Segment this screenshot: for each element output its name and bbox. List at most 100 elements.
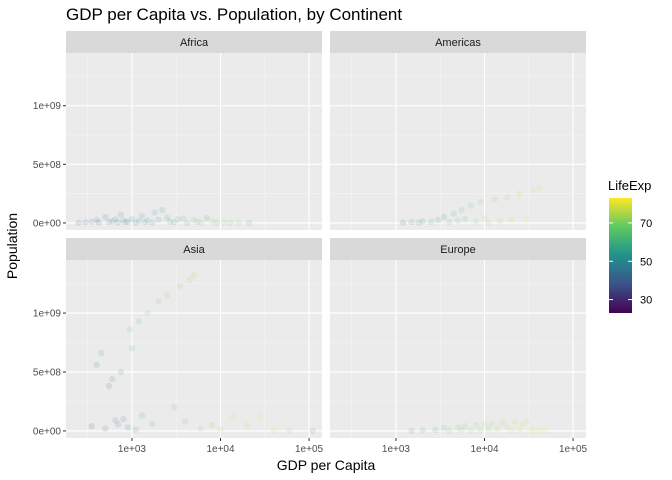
y-tick-label: 5e+08: [33, 367, 62, 378]
x-tick-label: 1e+04: [206, 444, 235, 455]
data-point: [117, 368, 125, 376]
data-point: [503, 423, 511, 430]
data-point: [213, 219, 220, 226]
data-point: [419, 427, 426, 434]
data-point: [115, 219, 122, 226]
data-point: [485, 426, 492, 433]
data-point: [217, 426, 224, 433]
data-point: [244, 422, 251, 429]
facet-strip: [330, 238, 586, 260]
y-axis-bottom-row: 0e+00 5e+08 1e+09: [33, 309, 66, 437]
data-point: [138, 212, 146, 220]
data-point: [144, 217, 151, 224]
data-point: [132, 219, 139, 226]
data-point: [458, 206, 465, 214]
data-point: [109, 218, 116, 225]
data-point: [481, 421, 488, 428]
data-point: [164, 292, 171, 299]
data-point: [536, 427, 543, 435]
data-point: [491, 196, 498, 203]
data-point: [174, 216, 182, 223]
data-point: [128, 215, 136, 223]
data-point: [171, 404, 178, 411]
facet-strip-label: Europe: [440, 244, 475, 256]
data-point: [408, 218, 415, 226]
data-point: [419, 218, 426, 225]
data-point: [256, 413, 264, 420]
data-point: [183, 219, 191, 226]
facet-panels: Africa Americas Asia Europe: [66, 31, 586, 438]
data-point: [88, 423, 95, 430]
data-point: [176, 282, 184, 290]
y-axis-title: Population: [4, 213, 20, 279]
data-point: [109, 375, 116, 383]
data-point: [98, 349, 105, 357]
data-point: [446, 218, 453, 226]
data-point: [503, 194, 511, 201]
data-point: [115, 421, 122, 428]
data-point: [467, 427, 474, 434]
data-point: [519, 420, 526, 428]
data-point: [541, 427, 548, 434]
data-point: [230, 413, 237, 420]
data-point: [164, 214, 171, 221]
data-point: [151, 209, 158, 216]
panel-europe: Europe: [330, 238, 586, 438]
data-point: [461, 215, 469, 223]
data-point: [472, 218, 480, 225]
data-point: [190, 216, 197, 224]
facet-strip-label: Africa: [180, 37, 209, 49]
data-point: [124, 218, 132, 225]
y-tick-label: 1e+09: [33, 101, 62, 112]
data-point: [227, 219, 234, 226]
panel-asia: Asia: [66, 238, 322, 438]
data-point: [516, 426, 523, 433]
data-point: [124, 424, 132, 431]
data-point: [105, 218, 113, 226]
data-point: [132, 426, 139, 433]
data-point: [530, 427, 537, 434]
x-axis-title: GDP per Capita: [277, 457, 376, 473]
y-tick-label: 0e+00: [33, 426, 62, 437]
data-point: [450, 210, 457, 217]
data-point: [245, 219, 253, 227]
data-point: [93, 361, 100, 369]
data-point: [149, 420, 156, 428]
x-tick-label: 1e+03: [118, 444, 147, 455]
data-point: [508, 427, 515, 434]
data-point: [428, 218, 435, 225]
facet-strip-label: Americas: [435, 37, 481, 49]
x-axis-right-column: 1e+03 1e+04 1e+05: [382, 438, 588, 455]
data-point: [536, 184, 543, 191]
data-point: [186, 276, 193, 284]
data-point: [112, 417, 119, 424]
legend-tick-label: 30: [640, 295, 652, 307]
data-point: [477, 198, 484, 206]
data-point: [440, 213, 448, 220]
panel-background: [66, 260, 322, 438]
data-point: [467, 202, 474, 209]
data-point: [485, 219, 492, 226]
facet-strip: [66, 238, 322, 260]
data-point: [477, 426, 484, 434]
data-point: [138, 412, 146, 419]
data-point: [102, 425, 109, 432]
x-axis-left-column: 1e+03 1e+04 1e+05: [118, 438, 324, 455]
data-point: [128, 345, 136, 352]
data-point: [508, 216, 515, 223]
panel-africa: Africa: [66, 31, 322, 230]
data-point: [446, 427, 453, 434]
data-point: [435, 216, 442, 224]
y-axis-top-row: 0e+00 5e+08 1e+09: [33, 101, 66, 229]
data-point: [208, 218, 216, 225]
y-tick-label: 0e+00: [33, 218, 62, 229]
legend-title: LifeExp: [608, 178, 651, 193]
panel-americas: Americas: [330, 31, 586, 230]
data-point: [95, 219, 102, 226]
legend-tick-label: 50: [640, 256, 652, 268]
data-point: [221, 219, 228, 226]
data-point: [235, 219, 242, 227]
y-tick-label: 5e+08: [33, 160, 62, 171]
legend-ticks: 30 50 70: [609, 218, 652, 307]
data-point: [461, 423, 469, 430]
